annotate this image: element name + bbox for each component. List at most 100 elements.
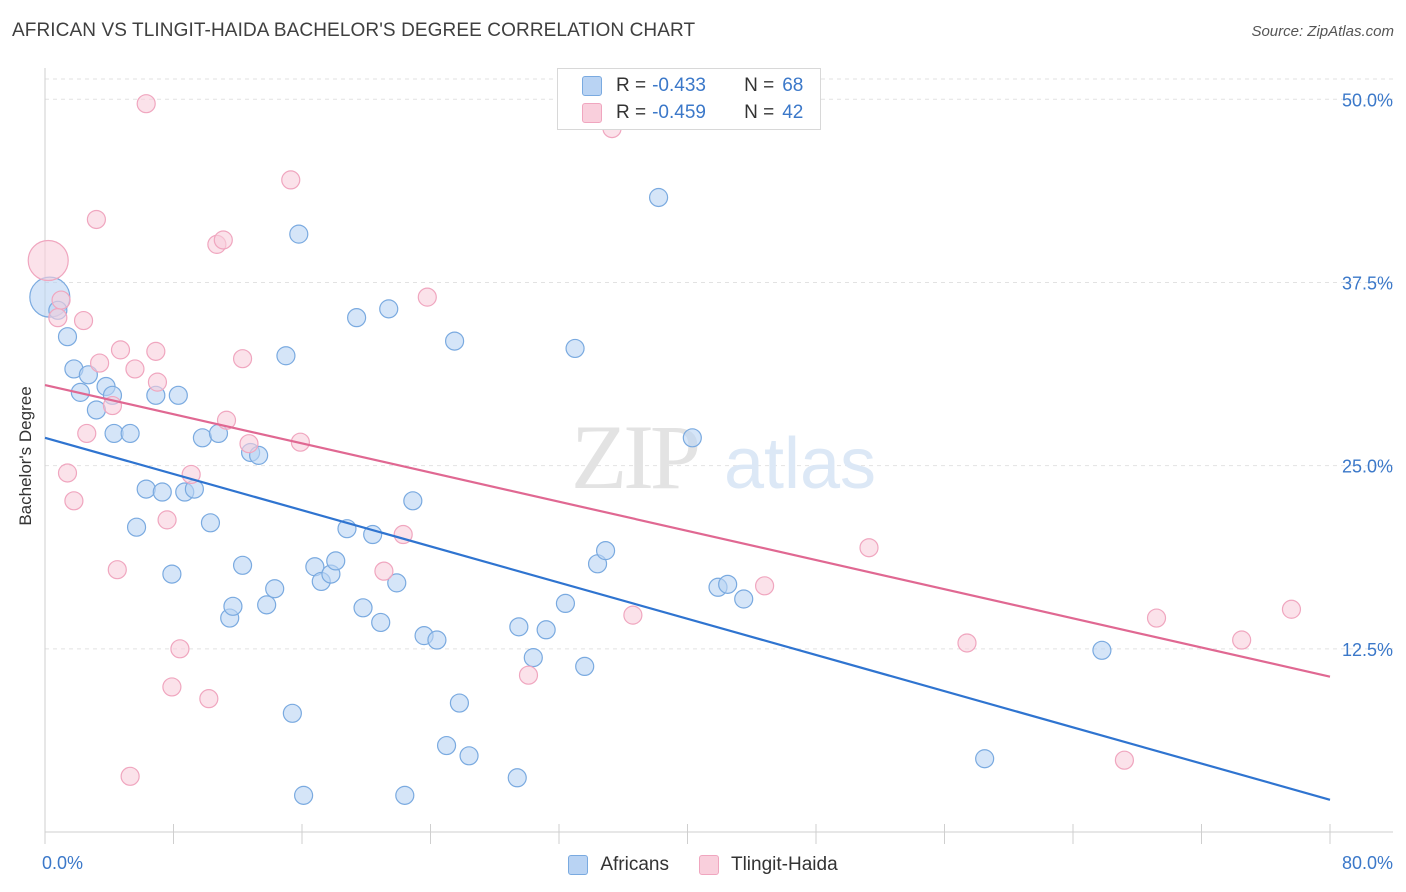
data-point	[734, 589, 754, 609]
legend-label-tlingit-haida: Tlingit-Haida	[730, 854, 838, 875]
data-point	[294, 785, 314, 805]
trend-line-africans	[44, 436, 1331, 801]
legend-swatch-tlingit-haida	[698, 855, 719, 875]
data-point	[77, 423, 97, 444]
legend-item-tlingit-haida: Tlingit-Haida	[698, 854, 838, 876]
legend-swatch-africans	[568, 855, 589, 875]
data-point	[110, 340, 131, 360]
watermark-zip: ZIP	[571, 406, 698, 508]
data-point	[232, 349, 253, 369]
source-label: Source: ZipAtlas.com	[1251, 23, 1394, 40]
data-point	[509, 617, 529, 637]
watermark: ZIP atlas	[571, 406, 876, 508]
data-point	[239, 434, 259, 454]
data-point	[718, 574, 738, 594]
data-point	[353, 598, 373, 618]
legend-row-africans: R = -0.433 N = 68	[582, 73, 803, 99]
data-point	[379, 299, 399, 319]
data-point	[86, 209, 107, 230]
watermark-atlas: atlas	[724, 424, 876, 504]
data-point	[125, 359, 145, 379]
data-point	[326, 551, 346, 571]
data-point	[57, 327, 78, 347]
data-point	[146, 341, 166, 361]
data-point	[276, 346, 296, 366]
data-point	[575, 656, 595, 677]
stats-legend: R = -0.433 N = 68 R = -0.459 N = 42	[557, 68, 821, 130]
x-tick-label-max: 80.0%	[1342, 853, 1393, 873]
data-point	[523, 648, 543, 668]
data-point	[754, 576, 775, 596]
data-point	[282, 703, 302, 723]
data-point	[51, 290, 71, 310]
data-point	[1114, 750, 1135, 770]
data-point	[281, 170, 301, 190]
data-point	[257, 595, 277, 615]
x-tick-label-min: 0.0%	[42, 853, 83, 873]
data-point	[136, 479, 156, 499]
data-point	[459, 746, 479, 766]
data-point	[126, 517, 147, 537]
legend-swatch-africans	[582, 76, 602, 96]
data-point	[363, 524, 383, 545]
legend-n-label: N =	[744, 75, 775, 96]
data-point	[107, 560, 127, 580]
data-point	[1281, 599, 1302, 619]
y-tick-label: 12.5%	[1342, 640, 1393, 660]
data-point	[199, 689, 219, 709]
data-point	[518, 665, 539, 685]
data-point	[104, 423, 124, 444]
legend-n-value-tlingit-haida: 42	[782, 102, 804, 123]
data-point	[86, 400, 107, 420]
data-point	[565, 338, 585, 359]
data-point	[449, 693, 470, 713]
data-point	[157, 510, 177, 530]
data-point	[444, 331, 465, 351]
data-point	[120, 423, 140, 444]
data-point	[374, 561, 394, 581]
legend-row-tlingit-haida: R = -0.459 N = 42	[582, 100, 803, 126]
data-point	[57, 463, 78, 483]
data-point	[162, 564, 182, 584]
trend-lines	[44, 383, 1331, 801]
data-point	[223, 596, 243, 616]
data-point	[1146, 608, 1167, 628]
legend-r-value-tlingit-haida: -0.459	[652, 102, 706, 123]
data-point	[170, 639, 190, 659]
data-point	[975, 749, 995, 769]
chart-title: AFRICAN VS TLINGIT-HAIDA BACHELOR'S DEGR…	[12, 20, 696, 41]
data-point	[395, 785, 415, 805]
data-point	[78, 365, 98, 385]
data-point	[1232, 630, 1252, 650]
data-point	[289, 224, 309, 244]
y-tick-label: 25.0%	[1342, 457, 1393, 477]
data-point	[181, 464, 201, 485]
data-point	[90, 353, 110, 373]
data-point	[232, 555, 253, 575]
data-point	[152, 482, 172, 502]
data-point	[436, 735, 457, 756]
y-tick-label: 37.5%	[1342, 273, 1393, 293]
data-point	[403, 491, 423, 511]
data-point	[417, 287, 437, 307]
data-point	[347, 308, 367, 328]
data-point	[623, 605, 643, 625]
trend-line-tlingit-haida	[44, 383, 1331, 678]
data-point	[120, 766, 140, 786]
data-point	[136, 94, 156, 114]
data-point	[682, 428, 702, 448]
legend-swatch-tlingit-haida	[582, 103, 602, 123]
data-point	[27, 239, 69, 282]
data-point	[64, 491, 84, 511]
y-tick-label: 50.0%	[1342, 90, 1393, 110]
data-point	[265, 579, 285, 599]
data-point	[147, 372, 168, 392]
data-point	[648, 187, 669, 208]
legend-n-label: N =	[744, 102, 775, 123]
axes	[44, 68, 1393, 844]
legend-label-africans: Africans	[600, 854, 669, 875]
data-point	[555, 593, 576, 614]
data-point	[859, 538, 879, 558]
legend-item-africans: Africans	[568, 854, 669, 876]
